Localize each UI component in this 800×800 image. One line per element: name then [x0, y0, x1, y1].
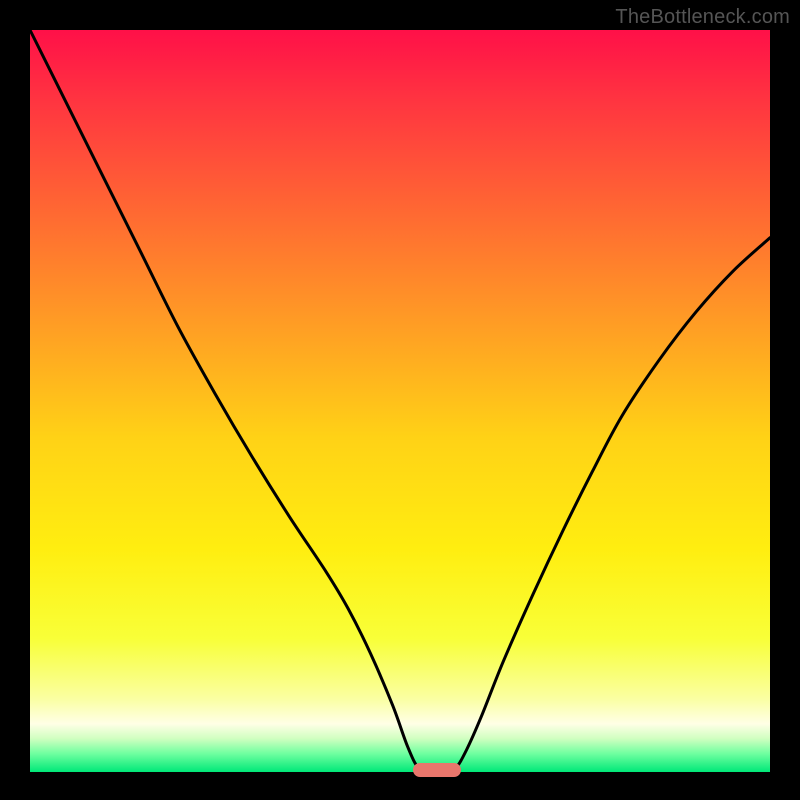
bottleneck-chart [0, 0, 800, 800]
chart-container: TheBottleneck.com [0, 0, 800, 800]
optimum-marker [413, 763, 461, 777]
watermark-text: TheBottleneck.com [615, 6, 790, 29]
plot-area [30, 30, 770, 772]
